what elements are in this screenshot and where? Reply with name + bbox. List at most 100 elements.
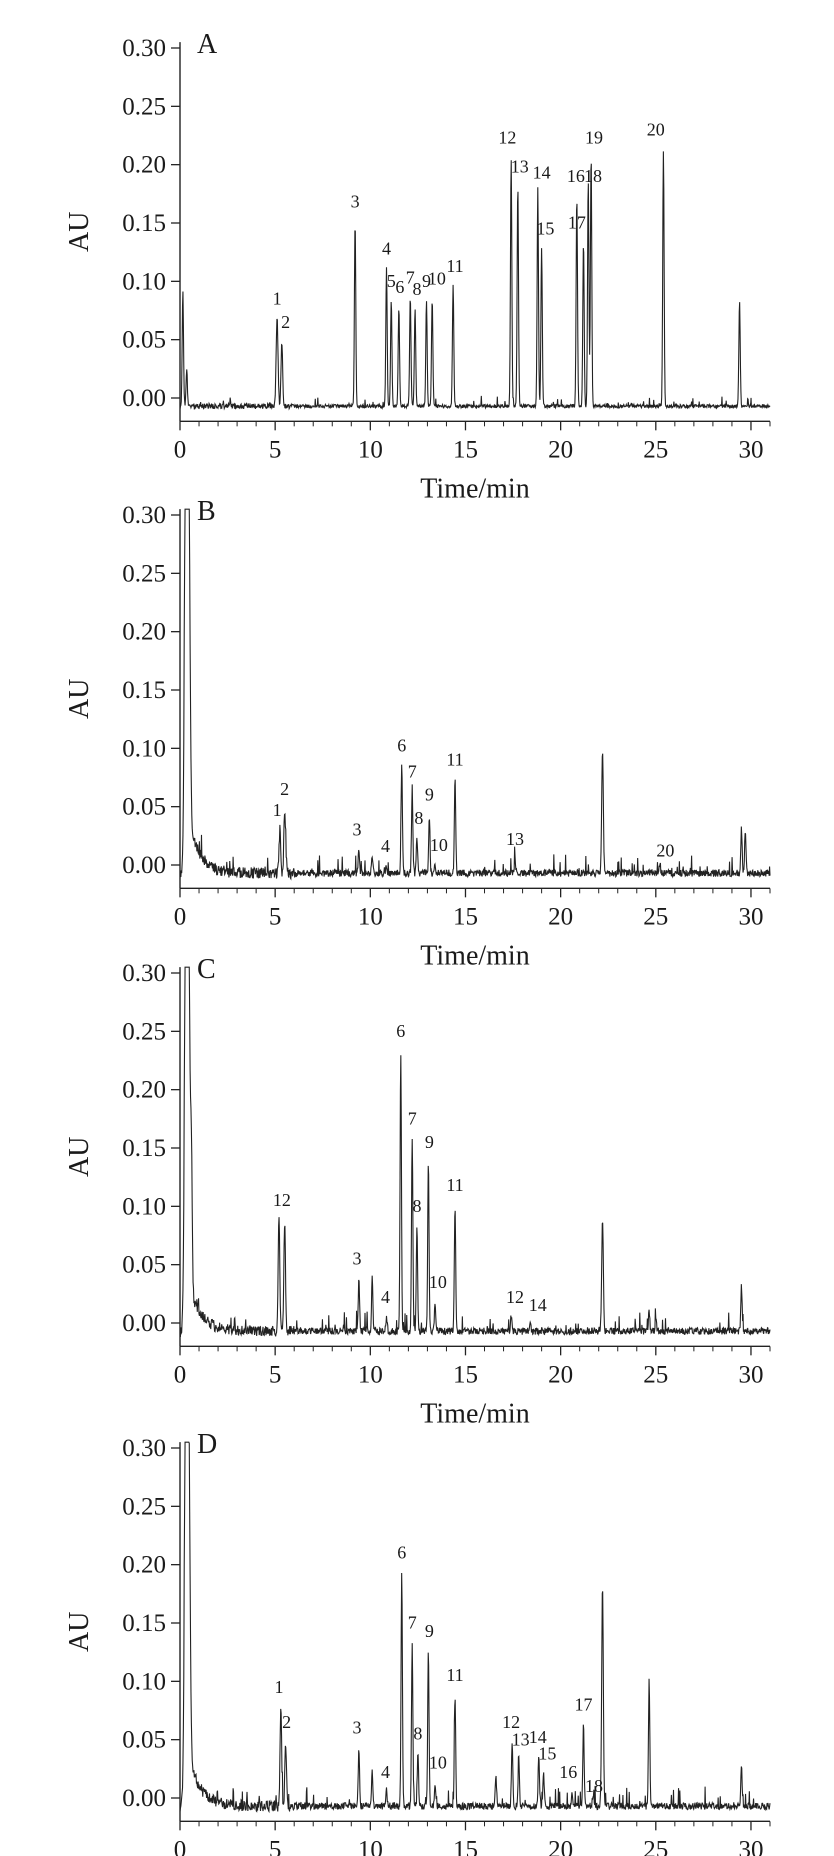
panel-label: B [197,496,216,527]
peak-label: 1 [273,289,282,309]
peak-label: 4 [381,1287,390,1307]
peak-label: 10 [429,1753,447,1773]
peak-label: 7 [406,268,415,288]
peak-label: 8 [412,1196,421,1216]
peak-label: 18 [585,1776,603,1796]
x-axis-label: Time/min [420,473,529,504]
peak-label: 11 [446,1175,463,1195]
peak-label: 11 [446,1665,463,1685]
y-tick-label: 0.10 [122,735,166,762]
peak-label: 10 [430,835,448,855]
peak-label: 4 [381,836,390,856]
x-tick-label: 20 [548,1361,573,1388]
x-tick-label: 20 [548,903,573,930]
y-tick-label: 0.20 [122,152,166,179]
panel-B: 0 5 10 15 20 25 30 0.00 0.05 0.10 0.15 0.20 0.25 0.30… [64,496,771,971]
peak-label: 13 [512,1729,530,1749]
peak-label: 11 [446,256,463,276]
y-tick-label: 0.20 [122,1552,166,1579]
peak-label: 6 [397,1543,406,1563]
peak-label: 13 [511,157,529,177]
panel-label: D [197,1429,217,1460]
y-tick-label: 0.05 [122,327,166,354]
peak-label: 1 [274,1677,283,1697]
y-tick-label: 0.25 [122,1018,166,1045]
peak-label: 9 [422,271,431,291]
peak-label: 9 [425,785,434,805]
y-tick-label: 0.20 [122,1077,166,1104]
y-tick-label: 0.15 [122,1135,166,1162]
peak-label: 3 [353,1249,362,1269]
x-tick-label: 20 [548,436,573,463]
chromatogram-trace [179,1441,771,1814]
peak-label: 4 [382,238,391,258]
peak-label: 15 [538,1743,556,1763]
y-tick-label: 0.15 [122,677,166,704]
x-tick-label: 15 [453,436,478,463]
peak-label: 17 [568,213,586,233]
peak-label: 7 [408,761,417,781]
peak-label: 6 [395,277,404,297]
y-axis-label: AU [64,1137,95,1177]
peak-label: 15 [536,219,554,239]
peak-label: 6 [396,1021,405,1041]
x-tick-label: 0 [174,903,187,930]
y-tick-label: 0.15 [122,1610,166,1637]
chromatogram-trace [179,966,771,1338]
panel-A: 0 5 10 15 20 25 300.000.050.100.150.200.250.30… [64,29,771,504]
peak-label: 16 [567,166,585,186]
y-tick-label: 0.25 [122,1493,166,1520]
x-tick-label: 30 [738,1361,763,1388]
x-tick-label: 5 [269,903,282,930]
peak-label: 4 [381,1762,390,1782]
x-tick-label: 5 [269,436,282,463]
panel-D: 0 5 10 15 20 25 30 0.00 0.05 0.10 0.15 0.20 0.25 0.30… [64,1429,771,1856]
peak-label: 3 [353,820,362,840]
x-tick-label: 15 [453,1836,478,1856]
x-tick-label: 25 [643,1836,668,1856]
peak-label: 1 [273,800,282,820]
x-tick-label: 10 [358,1361,383,1388]
x-tick-label: 10 [358,436,383,463]
y-tick-label: 0.20 [122,619,166,646]
y-axis-label: AU [64,679,95,719]
peak-label: 19 [585,128,603,148]
y-tick-label: 0.00 [122,1310,166,1337]
chromatogram-trace [179,151,771,411]
peak-label: 20 [647,119,665,139]
x-tick-label: 30 [738,903,763,930]
peak-label: 8 [412,279,421,299]
x-tick-label: 25 [643,436,668,463]
panel-C: 0 5 10 15 20 25 30 0.00 0.05 0.10 0.15 0.20 0.25 0.30… [64,954,771,1429]
y-axis-label: AU [64,1612,95,1652]
peak-label: 14 [533,163,551,183]
peak-label: 2 [280,779,289,799]
x-tick-label: 15 [453,1361,478,1388]
y-tick-label: 0.30 [122,502,166,529]
x-tick-label: 10 [358,1836,383,1856]
peak-label: 16 [559,1762,577,1782]
y-tick-label: 0.00 [122,385,166,412]
peak-label: 9 [425,1132,434,1152]
peak-label: 6 [397,736,406,756]
peak-label: 3 [353,1718,362,1738]
y-tick-label: 0.25 [122,93,166,120]
peak-label: 8 [413,1724,422,1744]
x-tick-label: 30 [738,436,763,463]
peak-label: 18 [584,166,602,186]
peak-label: 2 [281,312,290,332]
y-tick-label: 0.10 [122,1193,166,1220]
y-tick-label: 0.15 [122,210,166,237]
peak-label: 5 [387,271,396,291]
y-tick-label: 0.10 [122,268,166,295]
x-tick-label: 5 [269,1836,282,1856]
y-tick-label: 0.05 [122,1727,166,1754]
panel-label: A [197,29,218,60]
panel-label: C [197,954,216,985]
x-tick-label: 0 [174,436,187,463]
y-tick-label: 0.00 [122,1785,166,1812]
chromatogram-trace [179,508,771,881]
y-tick-label: 0.00 [122,852,166,879]
x-tick-label: 0 [174,1836,187,1856]
